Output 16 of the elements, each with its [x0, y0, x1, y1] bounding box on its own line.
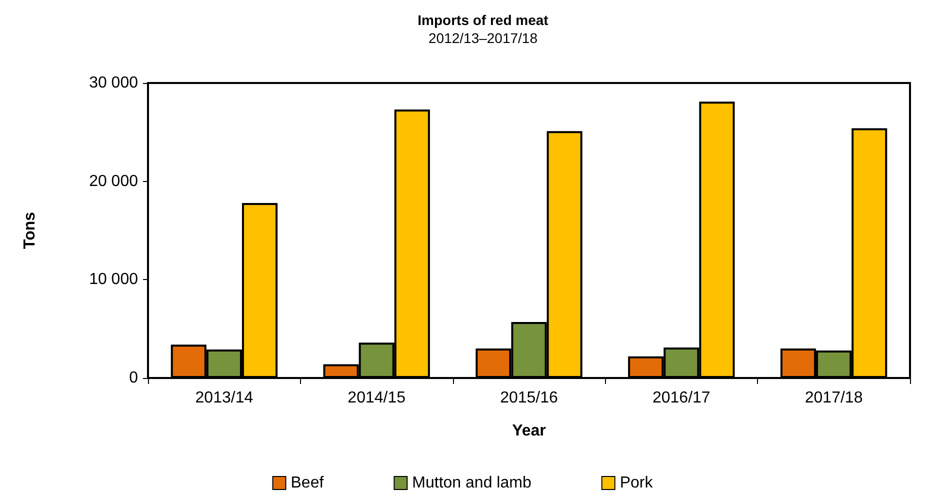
x-tick-label: 2017/18 [804, 390, 863, 406]
x-tick-label: 2013/14 [195, 390, 254, 406]
x-axis-title: Year [512, 422, 546, 440]
x-tick-label: 2015/16 [500, 390, 558, 406]
y-tick-label: 0 [129, 370, 138, 386]
x-tick-label: 2014/15 [348, 390, 406, 406]
x-tick-label: 2016/17 [652, 390, 710, 406]
chart-title: Imports of red meat [418, 12, 549, 28]
y-axis-title: Tons [22, 212, 38, 250]
y-tick-label: 30 000 [89, 74, 138, 92]
legend-label: Beef [290, 474, 324, 492]
legend-label: Pork [620, 474, 654, 492]
y-tick-label: 10 000 [89, 271, 138, 288]
legend-label: Mutton and lamb [412, 474, 532, 492]
chart-subtitle: 2012/13–2017/18 [428, 30, 538, 46]
y-tick-label: 20 000 [89, 172, 138, 190]
